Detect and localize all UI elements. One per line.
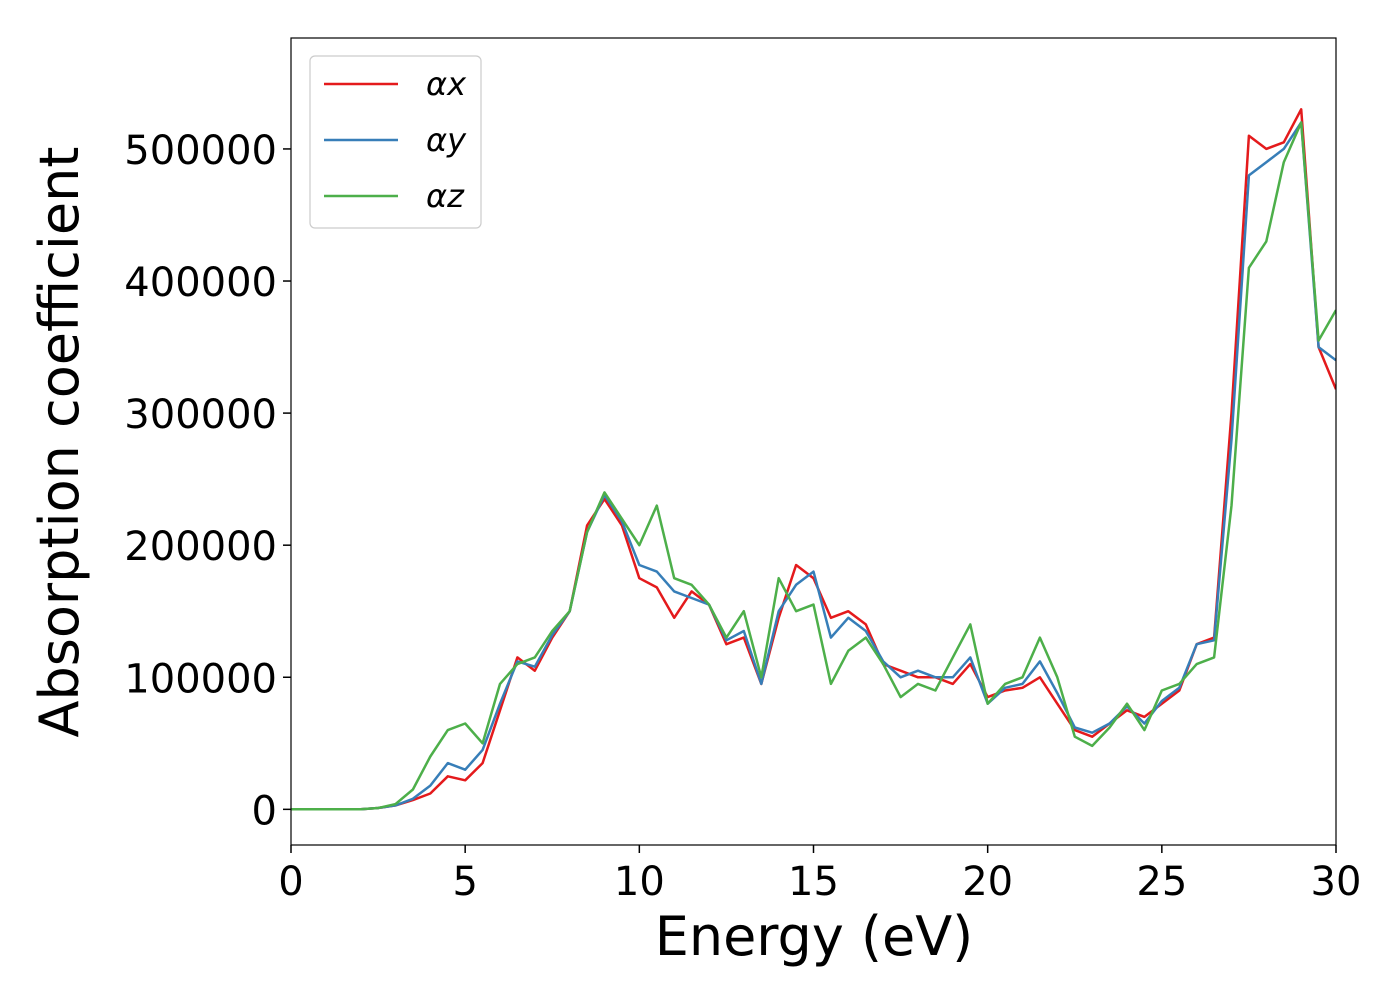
y-axis-label: Absorption coefficient [28, 147, 91, 738]
data-line [291, 121, 1336, 811]
y-tick-label: 500000 [124, 128, 277, 174]
legend-label: αx [426, 65, 467, 103]
x-tick-label: 30 [1311, 859, 1362, 905]
y-tick-label: 300000 [124, 392, 277, 438]
x-tick-label: 15 [788, 859, 839, 905]
y-tick-label: 400000 [124, 260, 277, 306]
y-tick-label: 200000 [124, 524, 277, 570]
legend-box [309, 55, 482, 229]
y-tick-label: 100000 [124, 656, 277, 702]
x-tick-label: 5 [452, 859, 477, 905]
legend-label: αz [426, 177, 465, 215]
x-axis-label: Energy (eV) [655, 905, 974, 968]
y-tick-label: 0 [252, 788, 277, 834]
data-line [291, 108, 1336, 811]
x-tick-label: 10 [614, 859, 665, 905]
legend-label: αy [426, 121, 467, 159]
x-tick-label: 25 [1136, 859, 1187, 905]
x-tick-label: 0 [278, 859, 303, 905]
data-line [291, 121, 1336, 811]
x-tick-label: 20 [962, 859, 1013, 905]
plot-frame [290, 37, 1337, 846]
